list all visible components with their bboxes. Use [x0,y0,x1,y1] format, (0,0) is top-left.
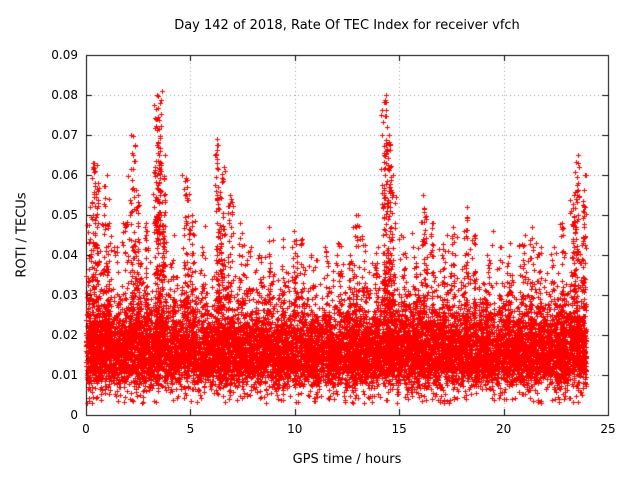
y-axis-label: ROTI / TECUs [14,192,30,278]
y-tick-label: 0.03 [51,288,78,302]
x-tick-label: 5 [186,422,195,436]
y-tick-label: 0.07 [51,128,78,142]
y-tick-label: 0.05 [51,208,78,222]
y-tick-label: 0.01 [51,368,78,382]
x-tick-label: 20 [495,422,512,436]
x-axis-label: GPS time / hours [292,452,402,467]
y-tick-label: 0.09 [51,48,78,62]
y-tick-label: 0 [70,408,78,422]
x-tick-label: 15 [391,422,407,436]
chart-title: Day 142 of 2018, Rate Of TEC Index for r… [174,18,520,33]
x-tick-label: 25 [600,422,616,436]
x-tick-label: 10 [287,422,303,436]
y-tick-label: 0.06 [51,168,78,182]
y-tick-label: 0.08 [51,88,78,102]
x-tick-label: 0 [82,422,90,436]
y-tick-label: 0.02 [51,328,78,342]
y-tick-label: 0.04 [51,248,78,262]
